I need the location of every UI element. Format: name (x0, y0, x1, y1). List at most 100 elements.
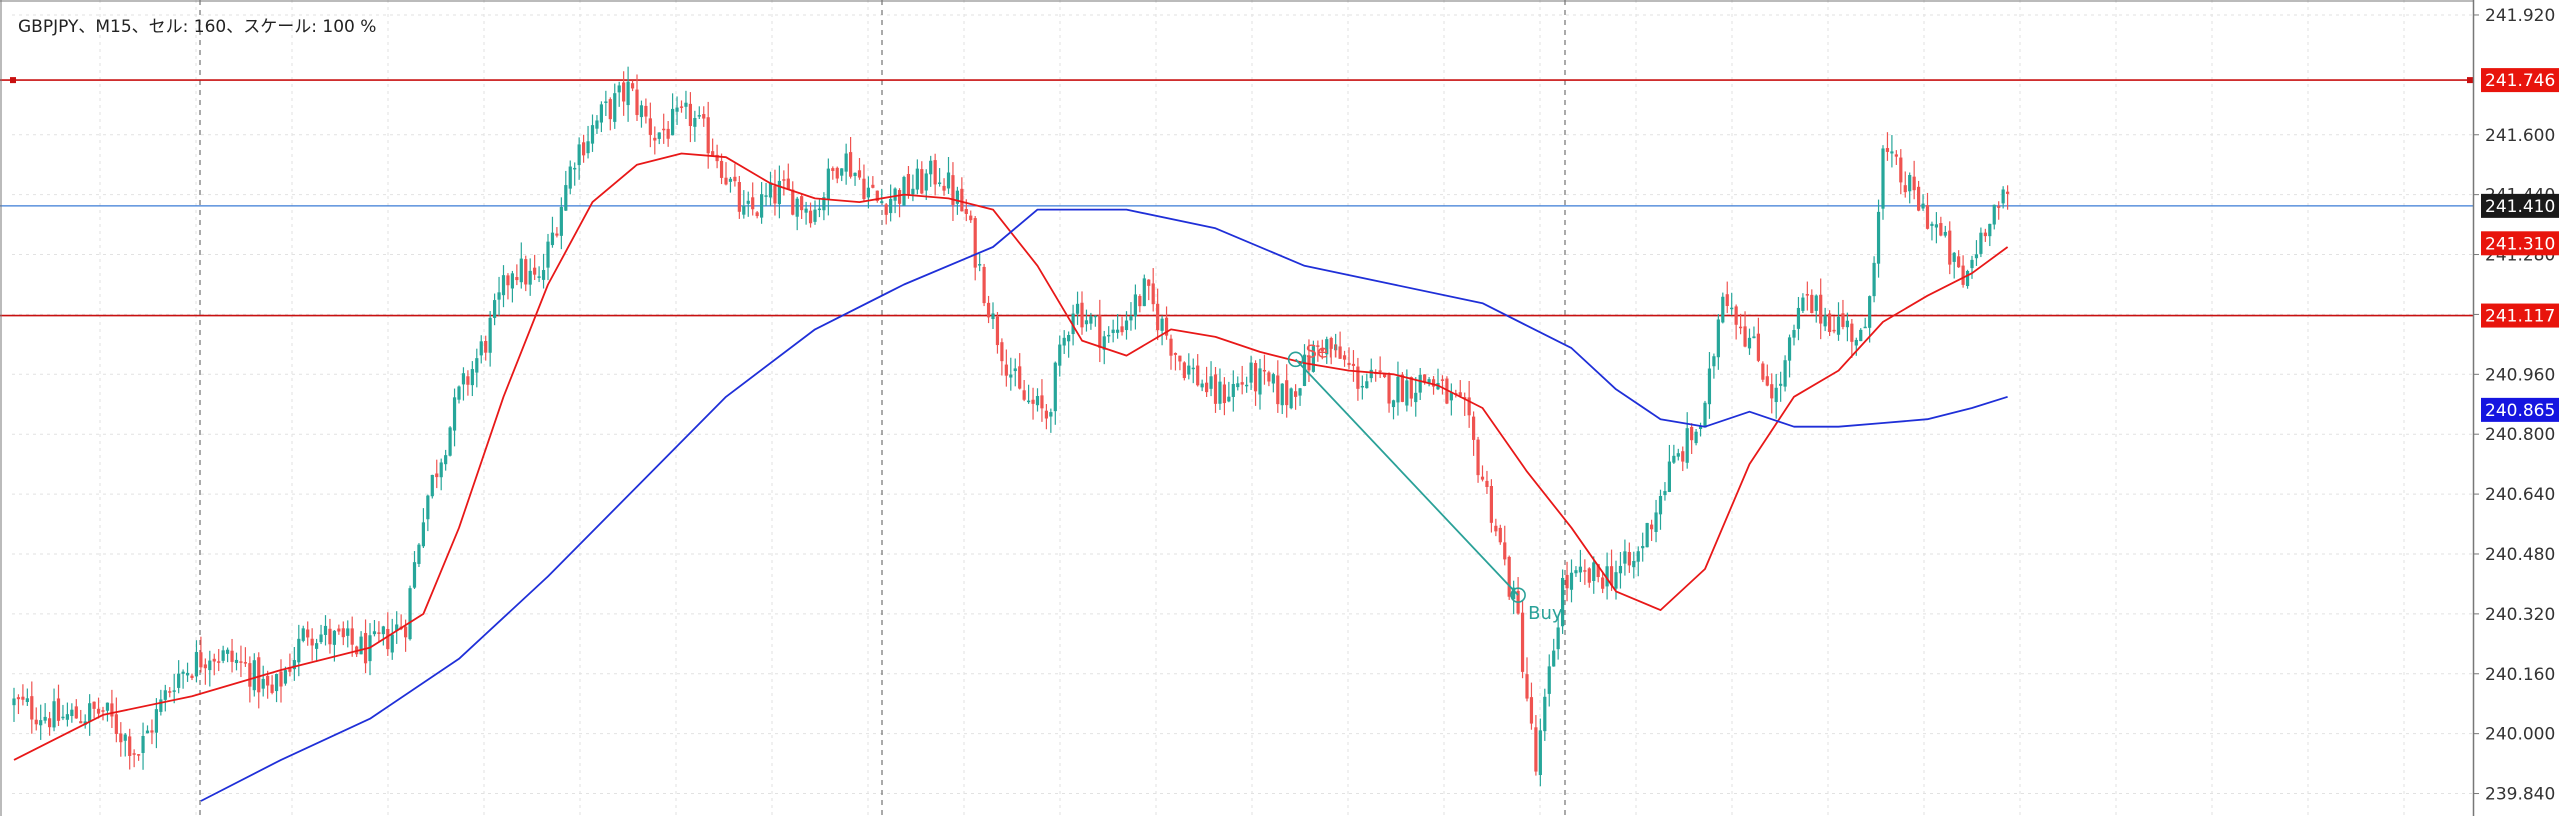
candle (515, 264, 519, 286)
candle (1525, 657, 1529, 702)
candle (800, 194, 804, 219)
candle (746, 191, 750, 217)
price-tag: 241.410 (2481, 193, 2559, 218)
candle (946, 156, 951, 194)
price-axis[interactable]: 241.920241.600241.440241.280241.120240.9… (2473, 6, 2555, 805)
line-anchor-left[interactable] (10, 77, 16, 84)
candle (1552, 638, 1556, 667)
svg-text:241.310: 241.310 (2485, 234, 2555, 254)
candle (653, 126, 657, 155)
candle (1334, 333, 1338, 351)
candle (510, 270, 514, 303)
candle (768, 171, 773, 206)
candle (1819, 278, 1823, 340)
candle (283, 666, 288, 686)
candle (1636, 546, 1640, 577)
candle (657, 132, 661, 145)
line-anchor-right[interactable] (2467, 77, 2473, 84)
candle (911, 174, 915, 202)
candle (43, 703, 47, 724)
candle (1565, 561, 1569, 602)
candle (381, 625, 385, 646)
candle (1921, 194, 1925, 211)
svg-text:240.865: 240.865 (2485, 401, 2555, 421)
candle (448, 426, 452, 457)
candle (679, 100, 684, 113)
candle (470, 361, 474, 397)
candle (1592, 556, 1596, 594)
candle (475, 348, 479, 388)
candle (1885, 132, 1890, 161)
candle (1779, 371, 1783, 402)
candle (466, 370, 470, 396)
candle (1044, 404, 1048, 430)
candle (1173, 352, 1178, 371)
candle (310, 628, 314, 661)
candle (804, 201, 808, 225)
candle (1765, 364, 1769, 387)
candle (1698, 422, 1703, 437)
candle (595, 115, 599, 134)
candle (257, 652, 261, 709)
candle (568, 160, 572, 195)
candle (21, 684, 25, 706)
candle (635, 74, 639, 122)
candle (1476, 436, 1480, 483)
candle (48, 711, 52, 736)
candle (973, 215, 977, 281)
candle (986, 295, 991, 324)
candle (586, 125, 590, 159)
candle (1329, 336, 1333, 365)
candle (137, 754, 141, 761)
candle (840, 168, 844, 182)
candle (408, 585, 412, 641)
candle (132, 749, 136, 768)
axis-tick-label: 240.480 (2485, 545, 2555, 565)
candle (1027, 384, 1031, 404)
candle (1053, 361, 1057, 425)
candle (1116, 314, 1120, 339)
candle (123, 733, 127, 757)
horizontal-lines[interactable] (0, 77, 2473, 317)
candle (1387, 372, 1391, 413)
candle (177, 660, 181, 694)
candle (101, 706, 105, 721)
candle (684, 90, 688, 119)
candle (755, 211, 759, 219)
candle (1200, 379, 1204, 392)
candle (390, 618, 394, 660)
candle (1868, 295, 1872, 343)
candle (813, 200, 817, 225)
candle (1320, 339, 1324, 360)
candle (306, 621, 310, 646)
candle (52, 688, 56, 732)
candle (1512, 580, 1516, 615)
candle (1583, 559, 1587, 585)
candle (1022, 380, 1026, 402)
price-tag: 240.865 (2481, 397, 2559, 422)
candle (1080, 291, 1084, 335)
candle (1458, 380, 1462, 398)
candle (1605, 552, 1609, 600)
candle (1342, 350, 1347, 367)
candle (1761, 361, 1765, 383)
candle (1409, 376, 1413, 407)
candle (1917, 180, 1921, 212)
candle (61, 704, 65, 721)
candle (203, 658, 207, 685)
candle (337, 624, 341, 635)
candle (688, 92, 692, 143)
candle (555, 227, 559, 238)
candle (1391, 399, 1396, 420)
candle (1258, 358, 1262, 410)
candle (1440, 375, 1445, 395)
candle (145, 725, 150, 734)
candle (1489, 479, 1493, 533)
candle (1351, 350, 1356, 382)
candle (1093, 315, 1097, 327)
candle (1164, 306, 1169, 340)
candle (906, 165, 911, 199)
axis-tick-label: 240.640 (2485, 485, 2555, 505)
